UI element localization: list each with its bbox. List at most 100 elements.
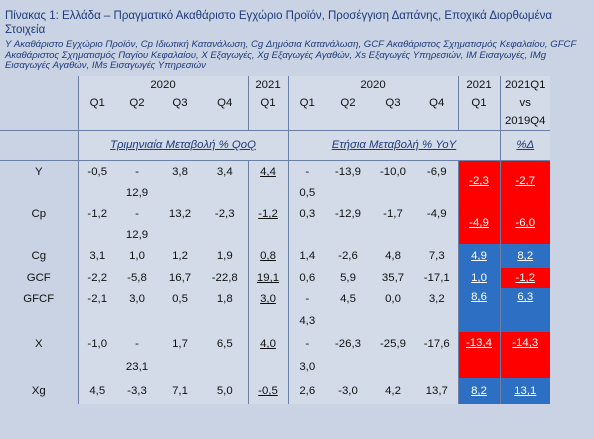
cell: 4,3 [287, 310, 326, 332]
year-2020-yoy: 2020 [287, 76, 458, 94]
cell: -10,0 [370, 160, 416, 184]
cell-highlight: 1,0 [457, 268, 500, 288]
cell-highlight: 6,3 [499, 288, 550, 332]
cell: -1,2 [77, 202, 116, 226]
cell: -5,8 [116, 268, 158, 288]
cell: - [287, 288, 326, 310]
cell: 13,2 [158, 202, 202, 226]
quarter-header: Q3 [158, 94, 202, 112]
cell: 12,9 [116, 184, 158, 202]
cell: -22,8 [202, 268, 248, 288]
cell: 0,3 [287, 202, 326, 226]
cell: 5,9 [326, 268, 370, 288]
cell: -0,5 [77, 160, 116, 184]
cell: 1,0 [116, 244, 158, 268]
cell: 3,0 [116, 288, 158, 310]
row-label-xg: Xg [31, 385, 46, 397]
row-label-gfcf: GFCF [23, 293, 55, 305]
cell: 0,0 [370, 288, 416, 310]
cell: 1,8 [202, 288, 248, 310]
cell: 4,4 [247, 160, 288, 184]
section-qoq: Τριμηνιαία Μεταβολή % QoQ [110, 139, 256, 151]
cell: 3,0 [247, 288, 288, 310]
row-label-cg: Cg [31, 250, 47, 262]
cell: 1,4 [287, 244, 326, 268]
section-pct: %Δ [516, 139, 535, 151]
cell: - [287, 332, 326, 356]
cell: 4,2 [370, 378, 416, 404]
compare-line3: 2019Q4 [499, 112, 550, 131]
quarter-header: Q4 [202, 94, 248, 112]
cell: 0,6 [287, 268, 326, 288]
cell-highlight: -2,3 [457, 160, 500, 202]
quarter-header: Q1 [247, 94, 288, 112]
cell: -12,9 [326, 202, 370, 226]
cell: -1,0 [77, 332, 116, 356]
cell: -3,0 [326, 378, 370, 404]
cell: 13,7 [416, 378, 458, 404]
cell: 3,0 [287, 356, 326, 378]
cell: 3,2 [416, 288, 458, 310]
cell: 19,1 [247, 268, 288, 288]
cell: - [116, 160, 158, 184]
cell-highlight: 8,2 [499, 244, 550, 268]
cell: 35,7 [370, 268, 416, 288]
cell: - [287, 160, 326, 184]
cell: 5,0 [202, 378, 248, 404]
cell: -2,1 [77, 288, 116, 310]
cell: -4,9 [416, 202, 458, 226]
cell: 2,6 [287, 378, 326, 404]
cell: 16,7 [158, 268, 202, 288]
year-2021-qoq: 2021 [247, 76, 288, 94]
cell: 7,1 [158, 378, 202, 404]
quarter-header: Q2 [326, 94, 370, 112]
cell: 3,8 [158, 160, 202, 184]
cell: -2,6 [326, 244, 370, 268]
quarter-header: Q3 [370, 94, 416, 112]
year-2021-yoy: 2021 [457, 76, 500, 94]
cell: -6,9 [416, 160, 458, 184]
quarter-header: Q4 [416, 94, 458, 112]
cell: 0,8 [247, 244, 288, 268]
cell-highlight: -14,3 [499, 332, 550, 378]
cell: -1,2 [247, 202, 288, 226]
cell: 4,5 [77, 378, 116, 404]
cell: 4,0 [247, 332, 288, 356]
cell: -13,9 [326, 160, 370, 184]
year-2020-qoq: 2020 [77, 76, 248, 94]
cell: 0,5 [158, 288, 202, 310]
row-label-cp: Cp [31, 208, 47, 220]
gdp-table: 2020 2021 2020 2021 2021Q1 Q1 Q2 Q3 Q4 Q… [0, 76, 550, 404]
quarter-header: Q1 [77, 94, 116, 112]
cell-highlight: 13,1 [499, 378, 550, 404]
compare-line1: 2021Q1 [499, 76, 550, 94]
quarter-header: Q2 [116, 94, 158, 112]
cell: 6,5 [202, 332, 248, 356]
cell: - [116, 202, 158, 226]
cell-highlight: -4,9 [457, 202, 500, 244]
table-title: Πίνακας 1: Ελλάδα – Πραγματικό Ακαθάριστ… [5, 10, 553, 36]
cell: -3,3 [116, 378, 158, 404]
cell: -2,3 [202, 202, 248, 226]
cell: -1,7 [370, 202, 416, 226]
cell: 4,5 [326, 288, 370, 310]
cell-highlight: -6,0 [499, 202, 550, 244]
cell-highlight: 8,2 [457, 378, 500, 404]
corner-cell [0, 76, 78, 94]
cell: -2,2 [77, 268, 116, 288]
cell-highlight: 4,9 [457, 244, 500, 268]
cell: 7,3 [416, 244, 458, 268]
cell: -0,5 [247, 378, 288, 404]
cell: 4,8 [370, 244, 416, 268]
cell: -26,3 [326, 332, 370, 356]
cell-highlight: -1,2 [499, 268, 550, 288]
row-label-y: Y [34, 166, 43, 179]
cell: 3,1 [77, 244, 116, 268]
table-legend: Y Ακαθάριστο Εγχώριο Προϊόν, Cp Ιδιωτική… [5, 39, 577, 72]
compare-line2: vs [499, 94, 550, 112]
quarter-header: Q1 [457, 94, 500, 112]
cell: 1,9 [202, 244, 248, 268]
cell-highlight: -2,7 [499, 160, 550, 202]
cell: -17,1 [416, 268, 458, 288]
row-label-gcf: GCF [26, 272, 51, 284]
